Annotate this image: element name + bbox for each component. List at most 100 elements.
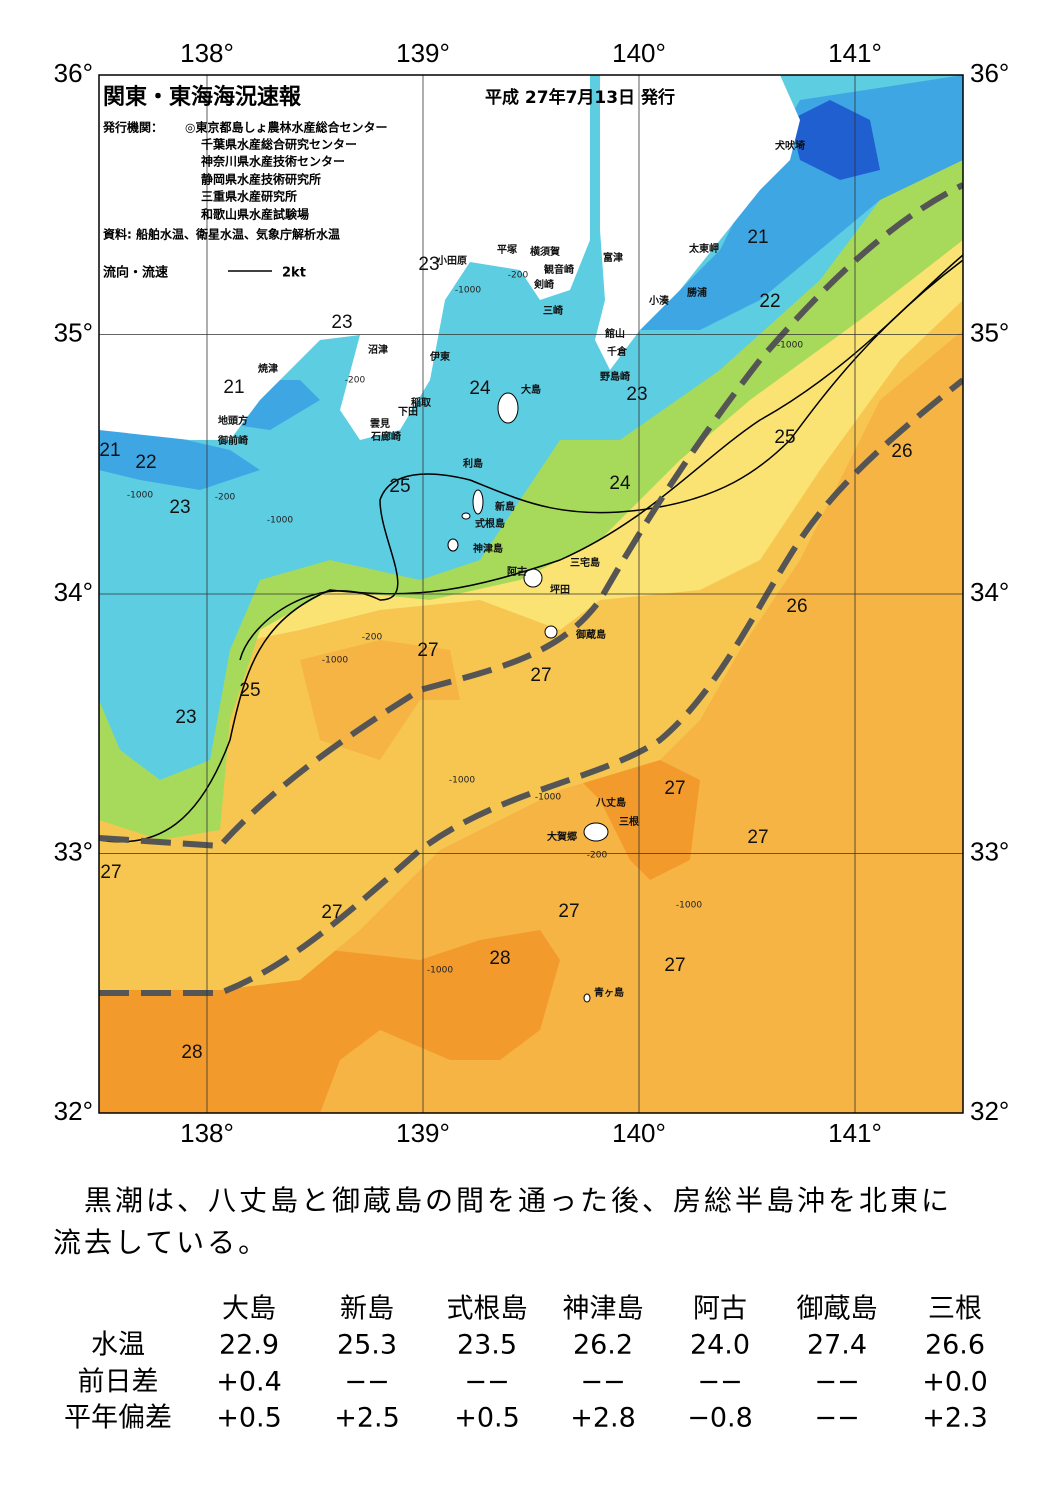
column-header: 御蔵島 — [797, 1294, 878, 1325]
cell: 27.4 — [807, 1330, 867, 1361]
place-name: 御前崎 — [217, 434, 248, 447]
depth-label: -1000 — [455, 286, 481, 296]
place-name: 稲取 — [411, 396, 432, 409]
issuer: ◎東京都島しょ農林水産総合センター — [185, 120, 387, 135]
lon-label: 138° — [180, 1118, 234, 1148]
place-name: 御蔵島 — [575, 628, 606, 641]
place-name: 太東岬 — [688, 242, 719, 255]
contour-label: 25 — [774, 427, 795, 448]
issue-date: 平成 27年7月13日 発行 — [485, 87, 675, 108]
sea-temperature — [99, 75, 963, 1113]
column-header: 神津島 — [563, 1294, 644, 1325]
cell: +0.4 — [216, 1367, 282, 1398]
place-name: 勝浦 — [687, 286, 707, 299]
place-name: 新島 — [495, 500, 515, 513]
column-header: 大島 — [222, 1294, 276, 1325]
lat-label: 33° — [54, 836, 93, 866]
cell: −− — [814, 1403, 859, 1434]
contour-label: 25 — [389, 476, 410, 497]
depth-label: -1000 — [322, 656, 348, 666]
issuer-label: 発行機関： — [102, 120, 163, 135]
lat-label: 35° — [54, 317, 93, 347]
cell: 23.5 — [457, 1330, 517, 1361]
place-name: 神津島 — [473, 542, 503, 555]
lat-label: 34° — [970, 577, 1009, 607]
place-name: 沼津 — [368, 343, 388, 356]
depth-label: -1000 — [676, 901, 702, 911]
lon-label: 140° — [612, 1118, 666, 1148]
issuer: 神奈川県水産技術センター — [201, 154, 345, 169]
contour-label: 25 — [239, 680, 260, 701]
contour-label: 23 — [169, 497, 190, 518]
place-name: 雲見 — [370, 418, 390, 430]
contour-label: 21 — [223, 377, 244, 398]
contour-label: 28 — [489, 948, 510, 969]
place-name: 平塚 — [497, 243, 517, 256]
legend-speed: 2kt — [282, 266, 306, 281]
contour-label: 28 — [181, 1042, 202, 1063]
contour-label: 21 — [747, 227, 768, 248]
place-name: 三根 — [619, 815, 639, 828]
row-label: 水温 — [91, 1330, 145, 1361]
lat-label: 36° — [970, 58, 1009, 88]
contour-label: 27 — [664, 955, 685, 976]
column-header: 阿古 — [693, 1294, 747, 1325]
lon-label: 141° — [828, 1118, 882, 1148]
place-name: 三宅島 — [570, 556, 600, 569]
place-name: 式根島 — [475, 517, 505, 530]
cell: 25.3 — [337, 1330, 397, 1361]
place-name: 富津 — [603, 251, 623, 264]
cell: +2.3 — [922, 1403, 988, 1434]
place-name: 大島 — [521, 383, 541, 396]
cell: −− — [344, 1367, 389, 1398]
contour-label: 27 — [558, 901, 579, 922]
place-name: 観音崎 — [544, 263, 574, 276]
place-name: 阿古 — [507, 565, 527, 578]
place-name: 千倉 — [607, 345, 628, 358]
map-frame — [98, 74, 964, 1114]
contour-label: 22 — [759, 291, 780, 312]
cell: +0.5 — [454, 1403, 520, 1434]
contour-label: 27 — [530, 665, 551, 686]
place-name: 剣崎 — [533, 278, 554, 291]
place-name: 焼津 — [258, 362, 278, 375]
cell: −0.8 — [687, 1403, 753, 1434]
map: 関東・東海海況速報 平成 27年7月13日 発行 発行機関： ◎東京都島しょ農林… — [54, 38, 1010, 1148]
lat-label: 36° — [54, 58, 93, 88]
contour-label: 24 — [609, 473, 631, 494]
contour-label: 26 — [891, 441, 912, 462]
depth-label: -200 — [215, 493, 236, 503]
cell: −− — [814, 1367, 859, 1398]
depth-label: -1000 — [535, 793, 561, 803]
place-name: 地頭方 — [218, 414, 248, 427]
contour-label: 27 — [664, 778, 685, 799]
cell: +0.5 — [216, 1403, 282, 1434]
contour-label: 23 — [418, 254, 439, 275]
lat-label: 32° — [970, 1096, 1009, 1126]
depth-label: -1000 — [127, 491, 153, 501]
contour-label: 27 — [417, 640, 438, 661]
contour-label: 23 — [626, 384, 647, 405]
place-name: 八丈島 — [595, 796, 626, 809]
cell: +2.8 — [570, 1403, 636, 1434]
column-header: 新島 — [340, 1294, 394, 1325]
place-name: 伊東 — [429, 350, 450, 363]
place-name: 三崎 — [543, 304, 563, 317]
issuer: 和歌山県水産試験場 — [200, 207, 309, 222]
depth-label: -1000 — [427, 966, 453, 976]
contour-label: 26 — [786, 596, 807, 617]
place-name: 下田 — [398, 406, 418, 418]
lon-label: 141° — [828, 38, 882, 68]
cell: −− — [580, 1367, 625, 1398]
contour-label: 21 — [99, 440, 120, 461]
contour-label: 24 — [469, 378, 491, 399]
place-name: 横須賀 — [530, 245, 560, 258]
place-name: 青ヶ島 — [594, 986, 624, 999]
contour-label: 27 — [321, 902, 342, 923]
lat-label: 35° — [970, 317, 1009, 347]
map-labels: 21 22 23 24 25 26 24 25 23 23 21 21 22 23 27 27 26 25 23 27… — [99, 139, 912, 1063]
place-name: 館山 — [604, 327, 625, 340]
contour-label: 22 — [135, 452, 156, 473]
